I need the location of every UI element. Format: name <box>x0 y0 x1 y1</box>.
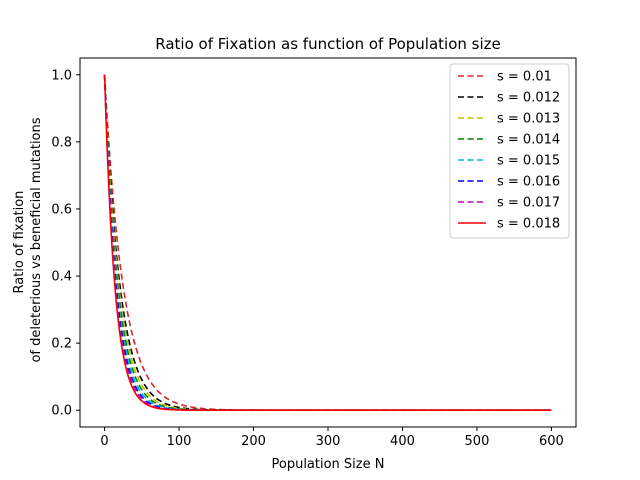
legend-label-7: s = 0.017 <box>497 196 560 211</box>
y-tick-label: 1.0 <box>51 68 72 83</box>
legend-label-2: s = 0.012 <box>497 91 560 106</box>
y-tick-label: 0.6 <box>51 202 72 217</box>
legend-label-4: s = 0.014 <box>497 133 560 148</box>
x-tick-label: 100 <box>167 434 192 449</box>
legend-label-5: s = 0.015 <box>497 154 560 169</box>
y-axis-label-line-1: Ratio of fixation <box>12 191 27 294</box>
legend-box <box>449 63 570 239</box>
y-axis-label-line-2: of deleterious vs beneficial mutations <box>29 117 44 362</box>
x-tick-label: 600 <box>539 434 564 449</box>
legend-label-6: s = 0.016 <box>497 175 560 190</box>
x-tick-label: 400 <box>390 434 415 449</box>
x-tick-label: 0 <box>100 434 108 449</box>
x-tick-label: 500 <box>465 434 490 449</box>
series-line-8 <box>103 74 552 412</box>
x-tick-label: 300 <box>316 434 341 449</box>
chart-title: Ratio of Fixation as function of Populat… <box>155 35 500 53</box>
legend-label-3: s = 0.013 <box>497 112 560 127</box>
plot-area: 0 100 200 300 400 500 600 0.0 0.2 0.4 0.6 0.8 1.0 <box>51 57 577 449</box>
legend: s = 0.01 s = 0.012 s = 0.013 s = 0.014 s = 0… <box>449 63 570 239</box>
y-axis-label: Ratio of fixation of deleterious vs bene… <box>12 117 44 362</box>
x-tick-label: 200 <box>241 434 266 449</box>
legend-label-8: s = 0.018 <box>497 217 560 232</box>
y-tick-label: 0.8 <box>51 135 72 150</box>
y-tick-label: 0.2 <box>51 337 72 352</box>
legend-label-1: s = 0.01 <box>497 70 552 85</box>
x-axis-label: Population Size N <box>272 457 385 472</box>
y-tick-label: 0.0 <box>51 404 72 419</box>
y-tick-label: 0.4 <box>51 270 72 285</box>
